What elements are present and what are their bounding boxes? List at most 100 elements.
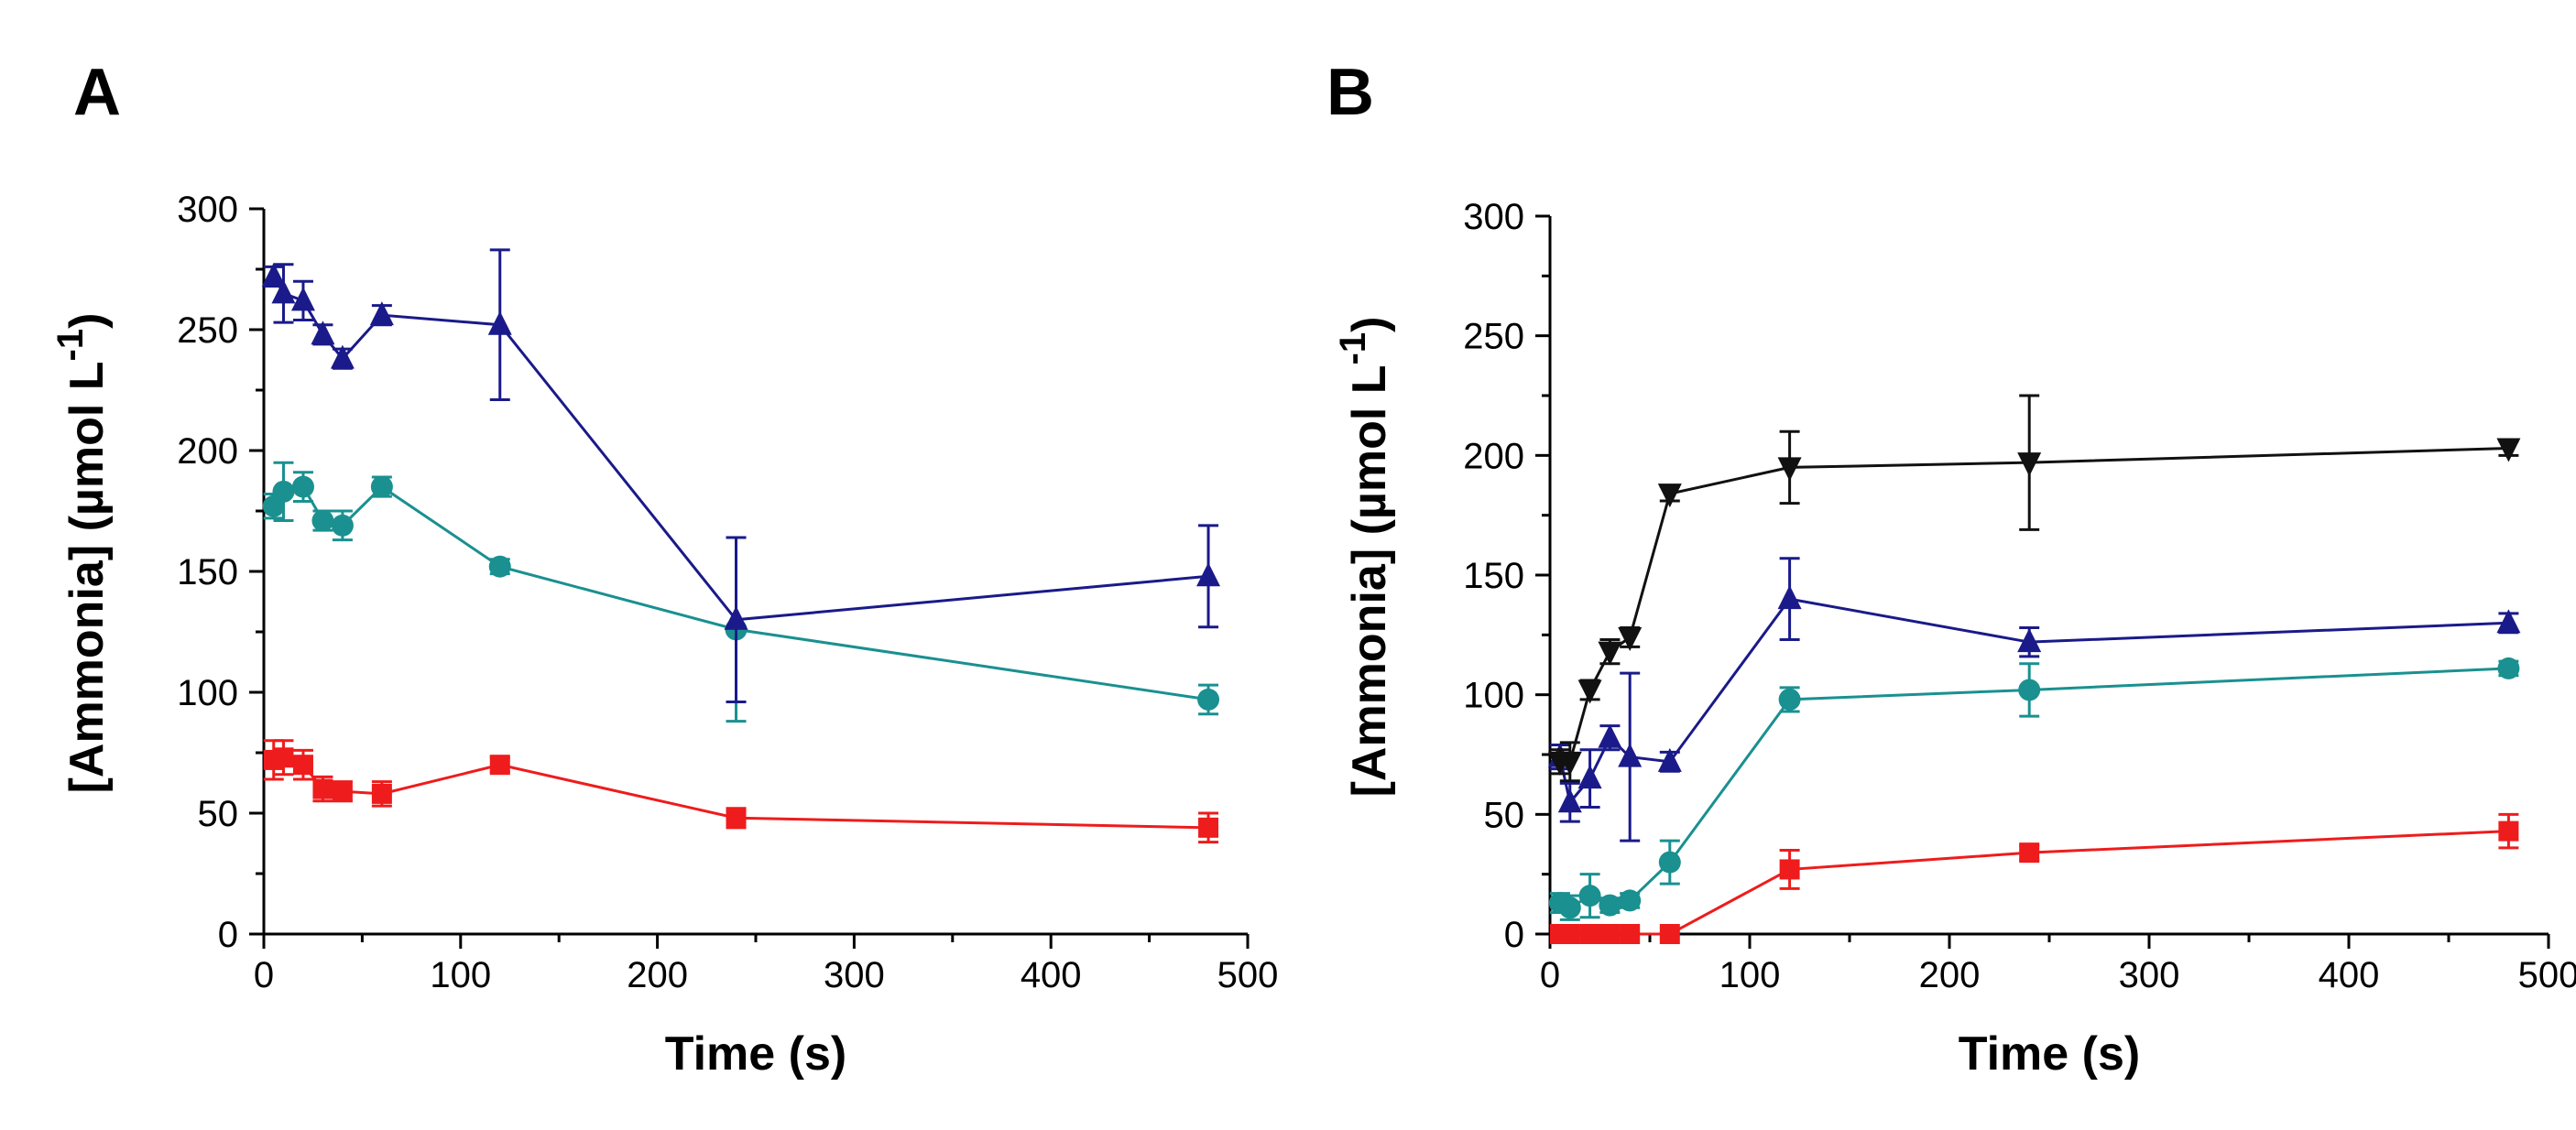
x-tick-label: 400: [1021, 955, 1082, 995]
data-point: [2019, 842, 2040, 864]
data-point: [1557, 751, 1582, 776]
y-tick-label: 50: [1484, 795, 1525, 835]
data-point: [2017, 628, 2042, 653]
series-line: [1558, 597, 2509, 806]
data-point: [1557, 788, 1582, 813]
x-tick-label: 200: [1919, 955, 1981, 995]
x-tick-label: 300: [824, 955, 885, 995]
data-point: [2498, 820, 2519, 842]
y-axis-title-main: [Ammonia] (µmol L: [60, 361, 114, 793]
data-point: [1579, 924, 1600, 944]
data-point: [272, 480, 295, 503]
data-point: [488, 555, 511, 578]
y-tick-label: 200: [177, 431, 238, 472]
data-point: [1578, 885, 1601, 907]
data-point: [370, 475, 393, 498]
series-teal: [262, 461, 1220, 723]
y-axis-title-close: ): [1343, 317, 1396, 332]
data-point: [1599, 894, 1621, 917]
panel-letter: A: [73, 56, 121, 129]
y-tick-label: 100: [1463, 676, 1524, 716]
y-axis-title-close: ): [60, 313, 114, 329]
series-line: [272, 276, 1209, 622]
y-tick-label: 200: [1463, 436, 1524, 476]
data-point: [489, 755, 510, 776]
panel-b: B 0 100 200 300 400 500 0 50 100 150 200 250 300 Time …: [1326, 56, 2576, 1081]
y-axis-title: [Ammonia] (µmol L-1): [1333, 317, 1396, 798]
data-point: [330, 344, 355, 369]
y-axis-title-superscript: -1: [1333, 332, 1373, 365]
data-point: [311, 509, 334, 532]
series-line: [1559, 667, 2509, 909]
x-tick-label: 400: [2319, 955, 2380, 995]
data-point: [1577, 765, 1602, 789]
x-tick-label: 500: [1217, 955, 1279, 995]
data-point: [2496, 438, 2521, 462]
data-point: [369, 301, 394, 326]
series-line: [1559, 446, 2509, 764]
panel-a: A 0 100 200 300 400 500 0 50 100 150 200 250 300 Time …: [50, 56, 1278, 1081]
y-tick-label: 150: [177, 552, 238, 592]
data-point: [1659, 924, 1680, 944]
data-point: [1779, 859, 1800, 880]
data-point: [261, 262, 286, 287]
data-point: [1197, 688, 1220, 711]
data-point: [1196, 562, 1221, 587]
data-point: [1657, 484, 1682, 508]
x-tick-label: 300: [2119, 955, 2180, 995]
series-navy: [1547, 557, 2521, 842]
data-point: [273, 747, 294, 768]
x-axis-title: Time (s): [665, 1027, 846, 1081]
data-point: [290, 287, 315, 311]
data-point: [1577, 679, 1602, 704]
data-point: [1777, 457, 1802, 482]
data-point: [1559, 924, 1580, 944]
y-tick-label: 0: [218, 915, 238, 955]
data-point: [1558, 896, 1581, 919]
data-point: [1598, 641, 1622, 666]
y-tick-label: 0: [1504, 915, 1524, 955]
data-point: [1198, 817, 1219, 838]
data-point: [1658, 851, 1681, 874]
data-point: [371, 783, 392, 804]
data-point: [1657, 747, 1682, 772]
data-point: [312, 778, 333, 799]
data-point: [1778, 688, 1801, 711]
data-point: [292, 755, 313, 776]
data-point: [2497, 657, 2520, 679]
data-point: [1620, 924, 1641, 944]
y-tick-label: 250: [177, 310, 238, 351]
panel-letter: B: [1326, 56, 1374, 129]
y-tick-label: 300: [1463, 197, 1524, 237]
x-tick-label: 100: [1719, 955, 1781, 995]
x-axis-title: Time (s): [1959, 1027, 2140, 1081]
x-tick-label: 0: [1540, 955, 1560, 995]
data-point: [1618, 626, 1643, 651]
y-tick-label: 300: [177, 190, 238, 230]
series-red: [263, 739, 1219, 844]
data-point: [332, 781, 353, 802]
data-point: [2496, 609, 2521, 634]
data-point: [1599, 924, 1621, 944]
series-navy: [261, 248, 1221, 704]
series-line: [272, 484, 1209, 701]
data-point: [1598, 723, 1622, 748]
x-tick-label: 200: [627, 955, 688, 995]
x-tick-label: 500: [2518, 955, 2576, 995]
data-point: [724, 605, 748, 630]
y-tick-label: 50: [198, 794, 239, 834]
x-tick-label: 100: [430, 955, 491, 995]
data-point: [2018, 679, 2041, 701]
y-axis-title: [Ammonia] (µmol L-1): [50, 313, 114, 794]
y-axis-title-main: [Ammonia] (µmol L: [1343, 364, 1396, 797]
data-point: [1777, 585, 1802, 610]
y-tick-label: 250: [1463, 317, 1524, 357]
x-tick-label: 0: [254, 955, 274, 995]
data-point: [1618, 743, 1643, 767]
series-red: [1549, 812, 2519, 944]
data-point: [726, 808, 747, 829]
series-black: [1547, 394, 2521, 783]
y-tick-label: 100: [177, 673, 238, 713]
y-tick-label: 150: [1463, 556, 1524, 596]
